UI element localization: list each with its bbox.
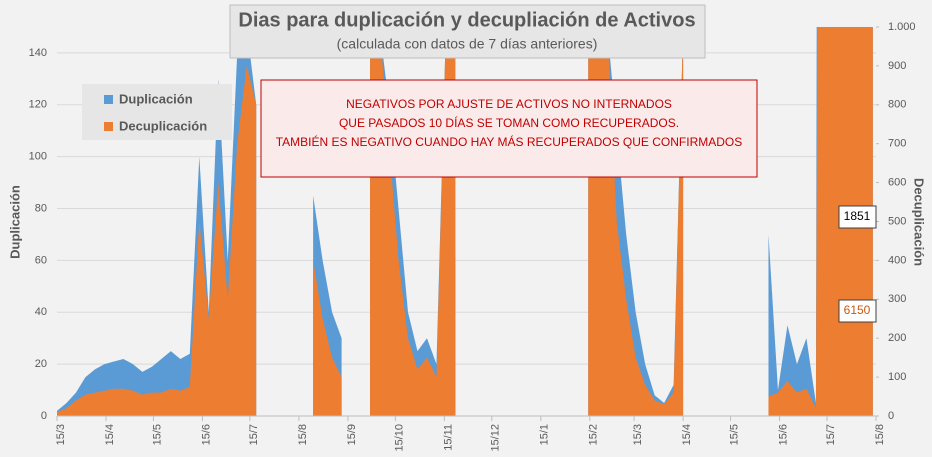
- y2-tick-label: 600: [888, 177, 906, 189]
- legend-swatch: [104, 122, 113, 131]
- y2-tick-label: 400: [888, 254, 906, 266]
- y2-tick-label: 0: [888, 410, 894, 422]
- x-tick-label: 15/4: [104, 424, 116, 445]
- legend-swatch: [104, 95, 113, 104]
- y-tick-label: 60: [35, 254, 47, 266]
- y2-axis-label: Decuplicación: [912, 178, 927, 266]
- x-tick-label: 15/12: [490, 424, 502, 452]
- value-label: 1851: [844, 209, 871, 223]
- title-box: [229, 4, 706, 59]
- x-tick-label: 15/7: [248, 424, 260, 445]
- y2-tick-label: 500: [888, 215, 906, 227]
- y-tick-label: 40: [35, 306, 47, 318]
- x-tick-label: 15/11: [442, 424, 454, 451]
- note-box: [260, 79, 758, 178]
- x-tick-label: 15/3: [632, 424, 644, 445]
- note: NEGATIVOS POR AJUSTE DE ACTIVOS NO INTER…: [346, 97, 672, 111]
- x-tick-label: 15/10: [393, 424, 405, 452]
- y2-tick-label: 1.000: [888, 21, 916, 33]
- value-label: 6150: [844, 303, 871, 317]
- y-tick-label: 80: [35, 202, 47, 214]
- value-label-box: [838, 299, 877, 323]
- note: TAMBIÉN ES NEGATIVO CUANDO HAY MÁS RECUP…: [276, 134, 743, 149]
- x-tick-label: 15/6: [200, 424, 212, 445]
- y-tick-label: 0: [41, 410, 47, 422]
- x-tick-label: 15/9: [346, 424, 358, 445]
- y-tick-label: 140: [29, 47, 47, 59]
- y-tick-label: 20: [35, 358, 47, 370]
- y2-tick-label: 700: [888, 138, 906, 150]
- plot: [57, 27, 873, 416]
- y-axis-label: Duplicación: [7, 185, 22, 259]
- y-tick-label: 100: [29, 151, 47, 163]
- x-tick-label: 15/2: [588, 424, 600, 445]
- x-tick-label: 15/5: [151, 424, 163, 445]
- y2-tick-label: 300: [888, 293, 906, 305]
- y2-tick-label: 200: [888, 332, 906, 344]
- x-tick-label: 15/3: [55, 424, 67, 445]
- chart-subtitle: (calculada con datos de 7 días anteriore…: [337, 36, 598, 52]
- x-tick-label: 15/5: [728, 424, 740, 445]
- area: [57, 27, 873, 416]
- x-tick-label: 15/4: [681, 424, 693, 445]
- legend-label: Decuplicación: [119, 118, 207, 133]
- value-label-box: [838, 205, 877, 229]
- note: QUE PASADOS 10 DÍAS SE TOMAN COMO RECUPE…: [339, 115, 679, 130]
- legend-label: Duplicación: [119, 91, 193, 106]
- y2-tick-label: 100: [888, 371, 906, 383]
- y2-tick-label: 800: [888, 99, 906, 111]
- chart-title: Dias para duplicación y decupliación de …: [238, 9, 695, 31]
- x-tick-label: 15/6: [777, 424, 789, 445]
- x-tick-label: 15/7: [825, 424, 837, 445]
- x-tick-label: 15/8: [297, 424, 309, 445]
- x-tick-label: 15/1: [539, 424, 551, 445]
- y-tick-label: 120: [29, 99, 47, 111]
- y2-tick-label: 900: [888, 60, 906, 72]
- x-tick-label: 15/8: [874, 424, 886, 445]
